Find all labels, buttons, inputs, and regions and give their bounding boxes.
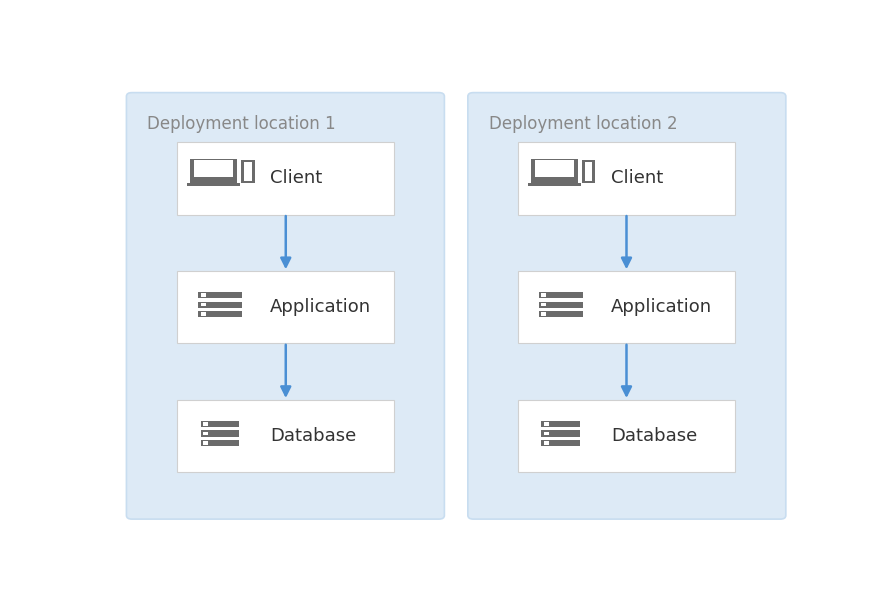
Bar [541,421,580,427]
Bar [538,302,583,308]
Text: Application: Application [611,298,712,316]
Bar [203,441,208,444]
Bar [177,271,394,344]
Text: Database: Database [271,427,357,445]
Bar [177,142,394,215]
Bar [203,422,208,426]
Bar [518,271,735,344]
Bar [200,313,206,316]
Bar [200,440,239,446]
Bar [518,399,735,472]
Bar [541,313,546,316]
FancyBboxPatch shape [126,92,444,519]
Bar [544,441,549,444]
Bar [200,421,239,427]
Bar [203,432,208,435]
Bar [538,311,583,317]
Text: Client: Client [611,169,663,187]
Bar [198,302,242,308]
Bar [541,303,546,306]
FancyBboxPatch shape [241,161,255,182]
Bar [538,292,583,299]
FancyBboxPatch shape [528,182,581,185]
FancyBboxPatch shape [535,159,574,177]
FancyBboxPatch shape [582,161,595,182]
FancyBboxPatch shape [468,92,786,519]
Text: Deployment location 2: Deployment location 2 [489,115,677,133]
FancyBboxPatch shape [187,182,240,185]
Text: Client: Client [271,169,322,187]
Bar [198,311,242,317]
Bar [198,292,242,299]
FancyBboxPatch shape [530,159,578,182]
Bar [541,430,580,437]
Bar [177,399,394,472]
Bar [200,294,206,297]
FancyBboxPatch shape [244,162,252,181]
Bar [544,432,549,435]
Text: Deployment location 1: Deployment location 1 [147,115,336,133]
Bar [200,303,206,306]
Text: Application: Application [271,298,371,316]
FancyBboxPatch shape [190,159,238,182]
Bar [541,294,546,297]
Text: Database: Database [611,427,697,445]
FancyBboxPatch shape [585,162,592,181]
Bar [518,142,735,215]
Bar [541,440,580,446]
FancyBboxPatch shape [194,159,233,177]
Bar [200,430,239,437]
Bar [544,422,549,426]
